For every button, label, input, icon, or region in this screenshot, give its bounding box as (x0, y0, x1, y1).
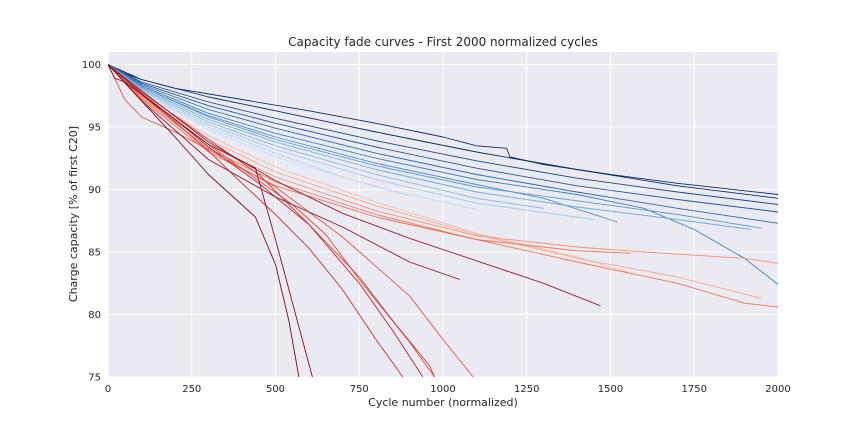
x-tick-label: 2000 (765, 384, 790, 395)
series-line-24 (108, 64, 601, 307)
x-tick-label: 0 (105, 384, 111, 395)
series-line-6 (108, 64, 778, 285)
x-tick-label: 1500 (598, 384, 623, 395)
series-line-4 (108, 64, 778, 213)
series-lines (108, 64, 778, 377)
x-tick-label: 1000 (430, 384, 455, 395)
series-line-16 (108, 64, 778, 264)
series-line-23 (108, 64, 424, 377)
series-line-19 (108, 64, 474, 377)
series-line-22 (108, 64, 404, 377)
y-tick-labels: 75 80 85 90 95 100 (82, 60, 101, 384)
series-line-8 (108, 64, 762, 229)
x-tick-label: 250 (182, 384, 201, 395)
series-line-9 (108, 64, 752, 230)
series-line-2 (108, 64, 778, 199)
series-line-18 (108, 64, 631, 254)
y-tick-label: 75 (88, 373, 101, 384)
series-line-27 (108, 64, 300, 377)
chart-title: Capacity fade curves - First 2000 normal… (288, 35, 598, 49)
x-tick-label: 1250 (514, 384, 539, 395)
series-line-3 (108, 64, 778, 205)
y-tick-label: 80 (88, 310, 101, 321)
gridlines (107, 52, 779, 378)
x-tick-label: 500 (266, 384, 285, 395)
series-line-26 (108, 64, 313, 377)
x-tick-labels: 0 250 500 750 1000 1250 1500 1750 2000 (105, 384, 791, 395)
series-line-5 (108, 64, 778, 224)
y-tick-label: 85 (88, 248, 101, 259)
x-tick-label: 750 (350, 384, 369, 395)
x-tick-label: 1750 (682, 384, 707, 395)
y-tick-label: 90 (88, 185, 101, 196)
y-tick-label: 100 (82, 60, 101, 71)
series-line-14 (108, 64, 628, 273)
y-tick-label: 95 (88, 123, 101, 134)
series-line-10 (108, 64, 544, 209)
series-line-17 (108, 64, 778, 308)
x-axis-label: Cycle number (normalized) (368, 396, 518, 409)
y-axis-label: Charge capacity [% of first C20] (67, 126, 80, 302)
